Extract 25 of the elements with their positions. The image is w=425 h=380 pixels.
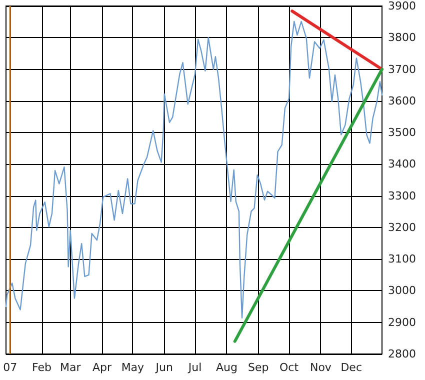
y-tick-label: 3200 <box>388 220 416 234</box>
x-tick-label: Feb <box>32 361 52 374</box>
x-tick-label: 07 <box>3 361 18 374</box>
y-tick-label: 3900 <box>388 0 416 12</box>
y-tick-label: 3400 <box>388 158 416 171</box>
y-tick-label: 3700 <box>388 62 416 76</box>
y-tick-label: 3800 <box>388 31 416 44</box>
y-tick-label: 2800 <box>388 348 416 360</box>
y-tick-label: 3300 <box>388 189 416 202</box>
x-tick-label: Jul <box>187 361 202 374</box>
x-tick-label: Oct <box>280 361 300 374</box>
y-tick-label: 3100 <box>388 252 416 266</box>
y-tick-label: 3500 <box>388 126 416 140</box>
x-tick-label: Jun <box>154 361 173 374</box>
y-tick-label: 3000 <box>388 284 416 298</box>
x-tick-label: Aug <box>216 361 238 374</box>
x-tick-label: Apr <box>92 361 112 374</box>
x-tick-label: May <box>121 361 145 374</box>
x-tick-label: Mar <box>60 361 82 374</box>
x-tick-label: Sep <box>248 361 269 374</box>
x-tick-label: Nov <box>310 361 332 374</box>
line-series <box>5 20 383 319</box>
y-tick-label: 3600 <box>388 94 416 108</box>
x-tick-label: Dec <box>340 361 362 374</box>
y-tick-label: 2900 <box>388 316 416 329</box>
